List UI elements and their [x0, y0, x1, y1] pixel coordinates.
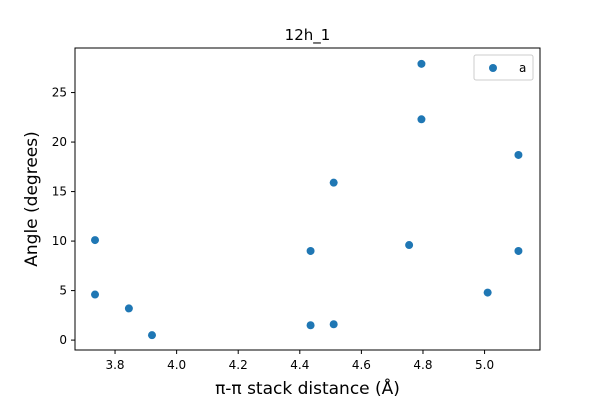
x-tick-label: 4.2	[229, 358, 248, 372]
points-layer	[91, 59, 523, 340]
data-point	[124, 304, 133, 313]
data-point	[483, 288, 492, 297]
data-point	[306, 321, 315, 330]
legend-label: a	[519, 61, 526, 75]
y-tick-label: 25	[52, 86, 67, 100]
x-tick-label: 4.0	[167, 358, 186, 372]
chart-title: 12h_1	[285, 26, 331, 45]
data-point	[91, 290, 100, 299]
y-tick-label: 15	[52, 185, 67, 199]
plot-frame	[74, 47, 541, 351]
x-tick-label: 4.6	[352, 358, 371, 372]
x-tick-label: 5.0	[475, 358, 494, 372]
x-axis-label: π-π stack distance (Å)	[215, 377, 400, 399]
y-tick-label: 10	[52, 234, 67, 248]
data-point	[405, 241, 414, 250]
legend-marker	[489, 64, 497, 72]
data-point	[329, 320, 338, 329]
y-tick-label: 0	[59, 333, 67, 347]
data-point	[417, 59, 426, 68]
data-point	[147, 331, 156, 340]
y-axis-label: Angle (degrees)	[22, 131, 42, 266]
x-tick-label: 4.4	[290, 358, 309, 372]
data-point	[514, 246, 523, 255]
data-point	[91, 236, 100, 245]
data-point	[306, 246, 315, 255]
x-tick-label: 4.8	[413, 358, 432, 372]
legend-box	[473, 54, 534, 81]
data-point	[514, 150, 523, 159]
legend: a	[473, 54, 534, 81]
x-axis-ticks: 3.8 4.0 4.2 4.4 4.6 4.8 5.0	[105, 350, 494, 372]
y-tick-label: 5	[59, 284, 67, 298]
y-axis-ticks: 0 5 10 15 20 25	[52, 86, 75, 347]
x-tick-label: 3.8	[105, 358, 124, 372]
y-tick-label: 20	[52, 135, 67, 149]
data-point	[329, 178, 338, 187]
data-point	[417, 115, 426, 124]
